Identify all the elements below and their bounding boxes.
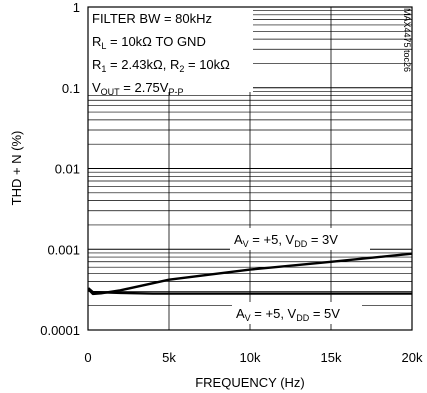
y-tick-label: 0.01 <box>55 162 80 177</box>
series-line-2 <box>87 287 412 295</box>
conditions-box <box>88 7 253 92</box>
x-axis-label: FREQUENCY (Hz) <box>195 375 305 390</box>
condition-r1-r2: R1 = 2.43kΩ, R2 = 10kΩ <box>92 57 230 74</box>
x-tick-label: 0 <box>84 350 91 365</box>
tick-labels: 0 5k 10k 15k 20k 0.0001 0.001 0.01 0.1 1 <box>40 0 423 365</box>
y-axis-label: THD + N (%) <box>9 131 24 206</box>
x-tick-label: 20k <box>402 350 423 365</box>
x-tick-label: 10k <box>240 350 261 365</box>
condition-filter-bw: FILTER BW = 80kHz <box>92 11 212 26</box>
series-label-3v-bg <box>230 228 370 250</box>
x-tick-label: 5k <box>162 350 176 365</box>
series-label-3v: AV = +5, VDD = 3V <box>234 232 338 249</box>
series-lines <box>87 252 413 296</box>
condition-rl: RL = 10kΩ TO GND <box>92 34 206 51</box>
series-label-5v-bg <box>232 302 362 324</box>
y-tick-label: 0.0001 <box>40 323 80 338</box>
plot-frame <box>87 6 413 331</box>
y-tick-label: 1 <box>73 0 80 15</box>
series-line-1 <box>87 252 413 296</box>
y-tick-label: 0.1 <box>62 81 80 96</box>
y-tick-label: 0.001 <box>47 242 80 257</box>
grid <box>88 7 412 330</box>
x-tick-label: 15k <box>321 350 342 365</box>
condition-vout: VOUT = 2.75VP-P <box>92 80 183 97</box>
series-label-5v: AV = +5, VDD = 5V <box>236 306 340 323</box>
watermark: MAX4475 toc26 <box>402 8 412 72</box>
